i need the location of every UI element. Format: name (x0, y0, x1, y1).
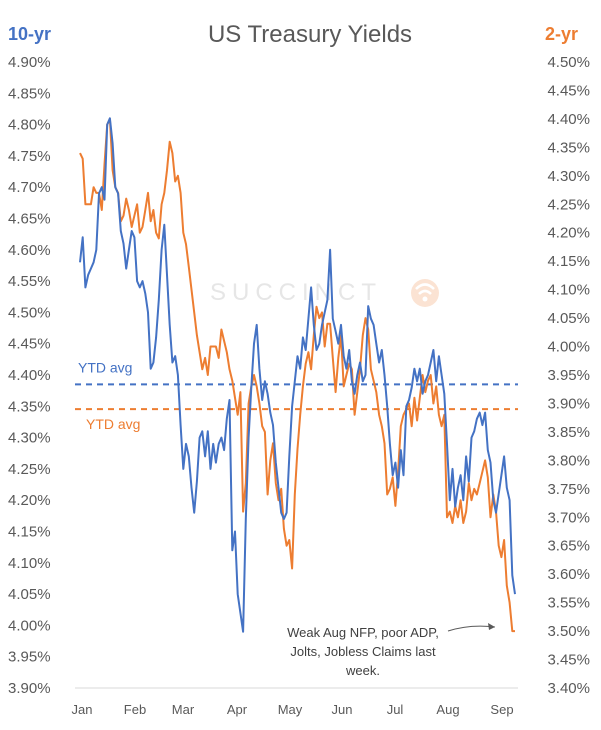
x-tick-label: Apr (227, 702, 248, 717)
right-tick-label: 4.15% (547, 253, 590, 270)
right-tick-label: 4.35% (547, 139, 590, 156)
left-tick-label: 4.30% (8, 430, 51, 447)
right-tick-label: 4.45% (547, 82, 590, 99)
right-tick-label: 3.55% (547, 595, 590, 612)
right-tick-label: 3.85% (547, 424, 590, 441)
right-tick-label: 4.10% (547, 282, 590, 299)
right-axis-ticks: 4.50% 4.45% 4.40% 4.35% 4.30% 4.25% 4.20% 4.15%… (547, 54, 590, 697)
left-tick-label: 4.45% (8, 336, 51, 353)
x-tick-label: Feb (124, 702, 146, 717)
x-tick-label: Jan (72, 702, 93, 717)
x-tick-label: Aug (436, 702, 459, 717)
right-tick-label: 3.60% (547, 566, 590, 583)
right-tick-label: 3.70% (547, 509, 590, 526)
right-tick-label: 4.20% (547, 225, 590, 242)
right-tick-label: 3.40% (547, 680, 590, 697)
left-tick-label: 4.25% (8, 461, 51, 478)
right-tick-label: 4.25% (547, 196, 590, 213)
right-tick-label: 4.50% (547, 54, 590, 71)
annotation-line-3: week. (345, 663, 380, 678)
left-tick-label: 4.05% (8, 586, 51, 603)
right-tick-label: 4.05% (547, 310, 590, 327)
left-tick-label: 4.70% (8, 179, 51, 196)
left-tick-label: 4.50% (8, 304, 51, 321)
x-tick-label: Jul (387, 702, 404, 717)
series-2yr-line (79, 117, 515, 633)
left-tick-label: 4.20% (8, 492, 51, 509)
ytd-avg-2yr-label: YTD avg (86, 416, 140, 432)
left-tick-label: 4.65% (8, 211, 51, 228)
left-axis-title: 10-yr (8, 24, 51, 44)
left-tick-label: 4.40% (8, 367, 51, 384)
right-tick-label: 3.90% (547, 395, 590, 412)
series-10yr-line (79, 117, 516, 633)
x-tick-label: Jun (332, 702, 353, 717)
annotation-line-1: Weak Aug NFP, poor ADP, (287, 625, 439, 640)
x-tick-label: Mar (172, 702, 195, 717)
right-tick-label: 3.75% (547, 481, 590, 498)
left-tick-label: 4.55% (8, 273, 51, 290)
left-tick-label: 4.80% (8, 117, 51, 134)
ytd-avg-10yr-label: YTD avg (78, 359, 132, 375)
left-tick-label: 3.95% (8, 649, 51, 666)
right-tick-label: 3.45% (547, 652, 590, 669)
right-tick-label: 3.50% (547, 623, 590, 640)
annotation-line-2: Jolts, Jobless Claims last (290, 644, 436, 659)
right-tick-label: 4.40% (547, 111, 590, 128)
left-tick-label: 3.90% (8, 680, 51, 697)
left-tick-label: 4.75% (8, 148, 51, 165)
left-tick-label: 4.60% (8, 242, 51, 259)
x-tick-label: May (278, 702, 303, 717)
left-tick-label: 4.00% (8, 617, 51, 634)
annotation-arrow (447, 623, 496, 632)
left-axis-ticks: 4.90% 4.85% 4.80% 4.75% 4.70% 4.65% 4.60% 4.55%… (8, 54, 51, 697)
x-tick-label: Sep (490, 702, 513, 717)
right-tick-label: 3.95% (547, 367, 590, 384)
chart-title: US Treasury Yields (208, 21, 412, 48)
left-tick-label: 4.10% (8, 555, 51, 572)
right-tick-label: 3.80% (547, 452, 590, 469)
right-tick-label: 4.30% (547, 168, 590, 185)
x-axis-ticks: Jan Feb Mar Apr May Jun Jul Aug Sep (72, 702, 514, 717)
watermark-text: SUCCINCT (210, 279, 382, 306)
left-tick-label: 4.15% (8, 524, 51, 541)
left-tick-label: 4.35% (8, 398, 51, 415)
left-tick-label: 4.85% (8, 85, 51, 102)
right-axis-title: 2-yr (545, 24, 578, 44)
right-tick-label: 4.00% (547, 339, 590, 356)
right-tick-label: 3.65% (547, 538, 590, 555)
left-tick-label: 4.90% (8, 54, 51, 71)
watermark-logo-icon (411, 279, 439, 307)
